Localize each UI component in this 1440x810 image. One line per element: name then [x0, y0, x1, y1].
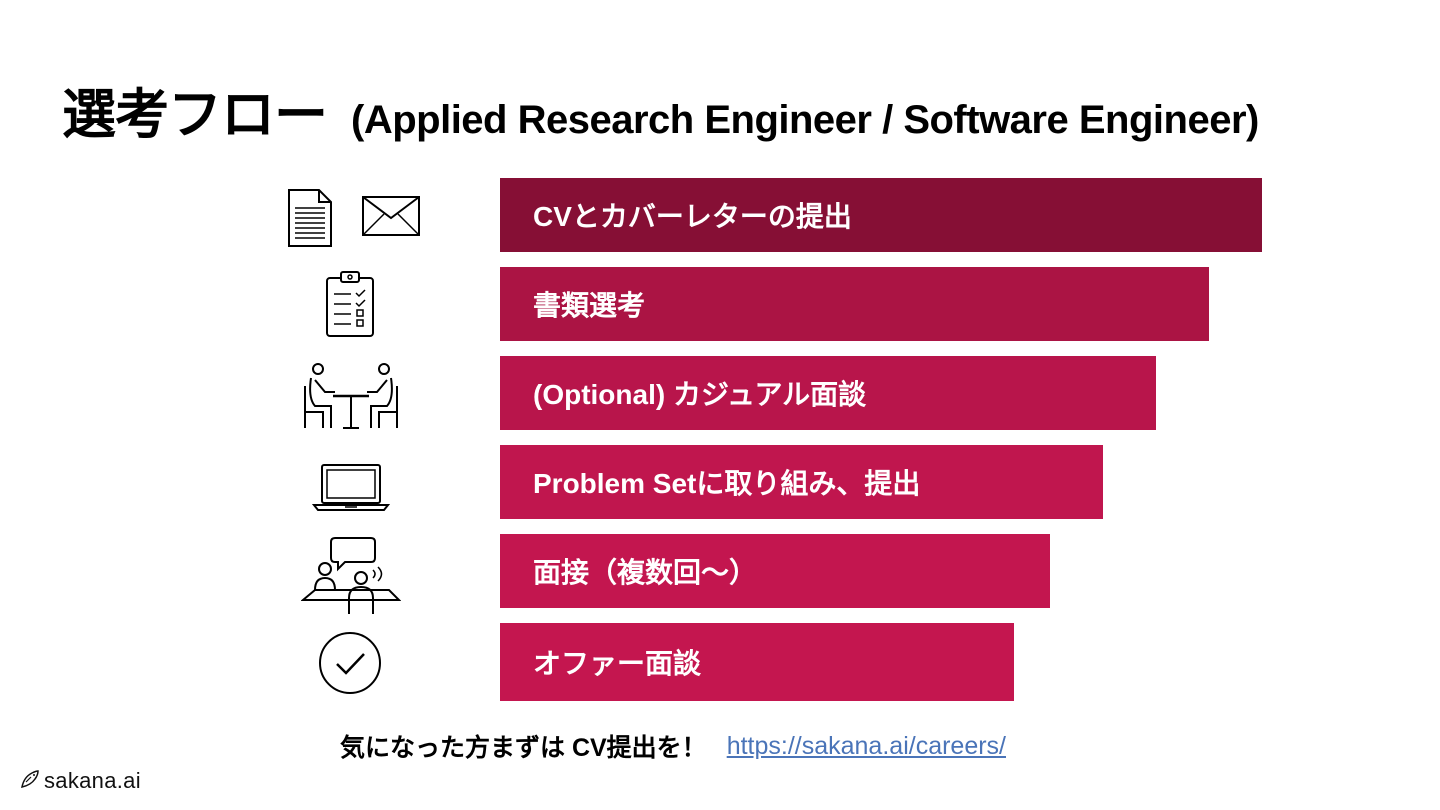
laptop-icon — [312, 463, 390, 513]
step-label-2: 書類選考 — [533, 290, 646, 321]
step-label-5: 面接（複数回〜） — [533, 557, 758, 588]
step-label-1: CVとカバーレターの提出 — [533, 201, 852, 232]
two-people-at-table-icon — [301, 362, 401, 432]
step-bar-1: CVとカバーレターの提出 — [500, 178, 1262, 252]
sakana-logo: sakana.ai — [20, 766, 141, 796]
check-circle-icon — [318, 631, 382, 695]
clipboard-checklist-icon — [325, 270, 377, 338]
step-bar-4: Problem Setに取り組み、提出 — [500, 445, 1103, 519]
careers-link[interactable]: https://sakana.ai/careers/ — [726, 731, 1006, 760]
slide-title: 選考フロー (Applied Research Engineer / Softw… — [62, 70, 1259, 145]
cta-text: 気になった方まずは CV提出を！ — [340, 734, 707, 762]
fish-logo-icon — [20, 769, 40, 794]
interview-speech-bubble-icon — [301, 536, 401, 616]
step-label-4: Problem Setに取り組み、提出 — [533, 468, 921, 499]
step-bar-3: (Optional) カジュアル面談 — [500, 356, 1156, 430]
step-bar-6: オファー面談 — [500, 623, 1014, 701]
title-english: (Applied Research Engineer / Software En… — [351, 98, 1259, 142]
step-label-6: オファー面談 — [533, 648, 702, 679]
step-label-3: (Optional) カジュアル面談 — [533, 379, 867, 410]
logo-text: sakana.ai — [44, 768, 141, 793]
call-to-action: 気になった方まずは CV提出を！ https://sakana.ai/caree… — [340, 728, 1006, 764]
step-bar-5: 面接（複数回〜） — [500, 534, 1050, 608]
title-japanese: 選考フロー — [62, 85, 328, 145]
document-and-envelope-icon — [287, 188, 422, 248]
step-bar-2: 書類選考 — [500, 267, 1209, 341]
